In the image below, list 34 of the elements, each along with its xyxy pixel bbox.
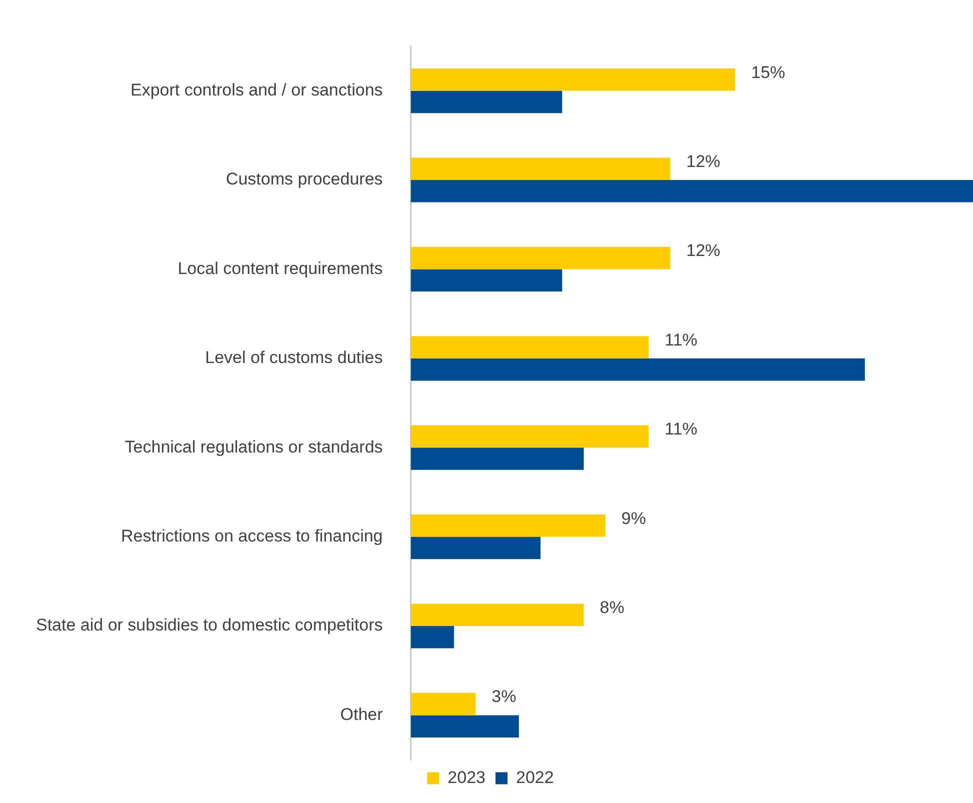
data-label: 8% — [600, 598, 624, 618]
y-tick-label: Export controls and / or sanctions — [130, 80, 383, 100]
bar — [410, 68, 736, 91]
data-label: 9% — [621, 508, 646, 528]
y-tick-label: Customs procedures — [226, 170, 383, 189]
data-label: 15% — [751, 62, 786, 82]
legend-label: 2023 — [448, 768, 486, 787]
y-tick-label: Other — [340, 704, 384, 724]
bar — [410, 90, 562, 114]
bar — [410, 158, 670, 180]
y-tick-label: Local content requirements — [178, 258, 383, 278]
y-tick-label: Technical regulations or standards — [124, 437, 383, 456]
bar — [410, 692, 476, 716]
bar — [410, 604, 584, 626]
data-label: 12% — [686, 152, 720, 172]
data-label: 3% — [492, 687, 516, 706]
bar — [410, 626, 454, 648]
bar — [410, 715, 519, 738]
data-label: 11% — [664, 420, 698, 439]
bar — [410, 358, 865, 381]
legend-label: 2022 — [516, 768, 554, 787]
data-label: 12% — [686, 241, 720, 260]
bar — [410, 336, 649, 358]
bar — [410, 448, 584, 470]
bar — [410, 269, 562, 292]
bar — [410, 514, 606, 537]
y-tick-label: Level of customs duties — [205, 348, 383, 368]
bar — [410, 536, 541, 560]
y-tick-label: Restrictions on access to financing — [121, 526, 383, 546]
bar — [410, 425, 649, 448]
bar — [410, 180, 973, 202]
y-tick-label: State aid or subsidies to domestic competitors — [36, 616, 383, 635]
data-label: 11% — [664, 330, 698, 350]
bar — [410, 246, 670, 270]
